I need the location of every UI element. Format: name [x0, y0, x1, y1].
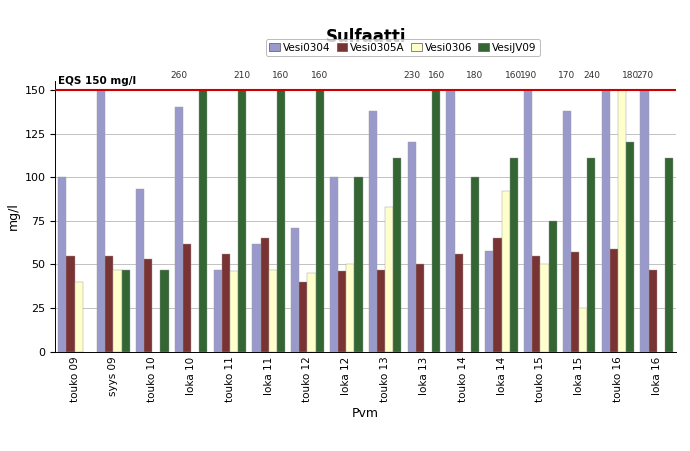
Bar	[393, 158, 402, 352]
Bar	[66, 256, 75, 352]
Bar	[121, 270, 130, 352]
Bar	[610, 249, 618, 352]
Bar	[532, 256, 540, 352]
Bar	[299, 282, 308, 352]
Text: 170: 170	[558, 71, 575, 80]
Bar	[377, 270, 385, 352]
Bar	[602, 90, 610, 352]
Text: 160: 160	[311, 71, 328, 80]
Legend: Vesi0304, Vesi0305A, Vesi0306, VesiJV09: Vesi0304, Vesi0305A, Vesi0306, VesiJV09	[266, 39, 540, 56]
Bar	[510, 158, 518, 352]
Bar	[214, 270, 221, 352]
Bar	[493, 238, 502, 352]
Bar	[315, 90, 324, 352]
Text: 240: 240	[583, 71, 600, 80]
Bar	[230, 272, 238, 352]
Bar	[175, 107, 183, 352]
Bar	[261, 238, 268, 352]
Bar	[432, 90, 440, 352]
Bar	[385, 207, 393, 352]
Bar	[199, 90, 207, 352]
Bar	[626, 142, 634, 352]
Bar	[368, 111, 377, 352]
Bar	[502, 191, 510, 352]
Bar	[308, 273, 315, 352]
Text: 190: 190	[520, 71, 537, 80]
Bar	[640, 90, 649, 352]
Title: Sulfaatti: Sulfaatti	[326, 28, 406, 46]
X-axis label: Pvm: Pvm	[352, 406, 380, 419]
Bar	[455, 254, 463, 352]
Text: 210: 210	[233, 71, 250, 80]
Bar	[277, 90, 285, 352]
Bar	[75, 282, 83, 352]
Bar	[330, 177, 338, 352]
Bar	[355, 177, 363, 352]
Bar	[291, 228, 299, 352]
Bar	[160, 270, 168, 352]
Bar	[183, 244, 191, 352]
Bar	[144, 259, 152, 352]
Bar	[563, 111, 571, 352]
Text: 230: 230	[403, 71, 420, 80]
Bar	[665, 158, 673, 352]
Text: 260: 260	[170, 71, 188, 80]
Bar	[338, 272, 346, 352]
Text: EQS 150 mg/l: EQS 150 mg/l	[58, 76, 137, 87]
Text: 160: 160	[428, 71, 445, 80]
Bar	[540, 264, 549, 352]
Bar	[549, 221, 557, 352]
Bar	[97, 90, 106, 352]
Bar	[253, 244, 261, 352]
Bar	[113, 270, 121, 352]
Bar	[238, 90, 246, 352]
Bar	[649, 270, 657, 352]
Bar	[524, 90, 532, 352]
Text: 180: 180	[466, 71, 484, 80]
Bar	[268, 270, 277, 352]
Text: 270: 270	[636, 71, 653, 80]
Bar	[416, 264, 424, 352]
Bar	[408, 142, 416, 352]
Bar	[446, 90, 455, 352]
Y-axis label: mg/l: mg/l	[7, 202, 20, 230]
Text: 180: 180	[622, 71, 639, 80]
Bar	[106, 256, 113, 352]
Bar	[221, 254, 230, 352]
Text: 160: 160	[505, 71, 522, 80]
Bar	[471, 177, 479, 352]
Bar	[579, 308, 587, 352]
Bar	[485, 250, 493, 352]
Bar	[346, 264, 355, 352]
Bar	[58, 177, 66, 352]
Text: 160: 160	[273, 71, 290, 80]
Bar	[618, 90, 626, 352]
Bar	[136, 189, 144, 352]
Bar	[587, 158, 595, 352]
Bar	[571, 252, 579, 352]
